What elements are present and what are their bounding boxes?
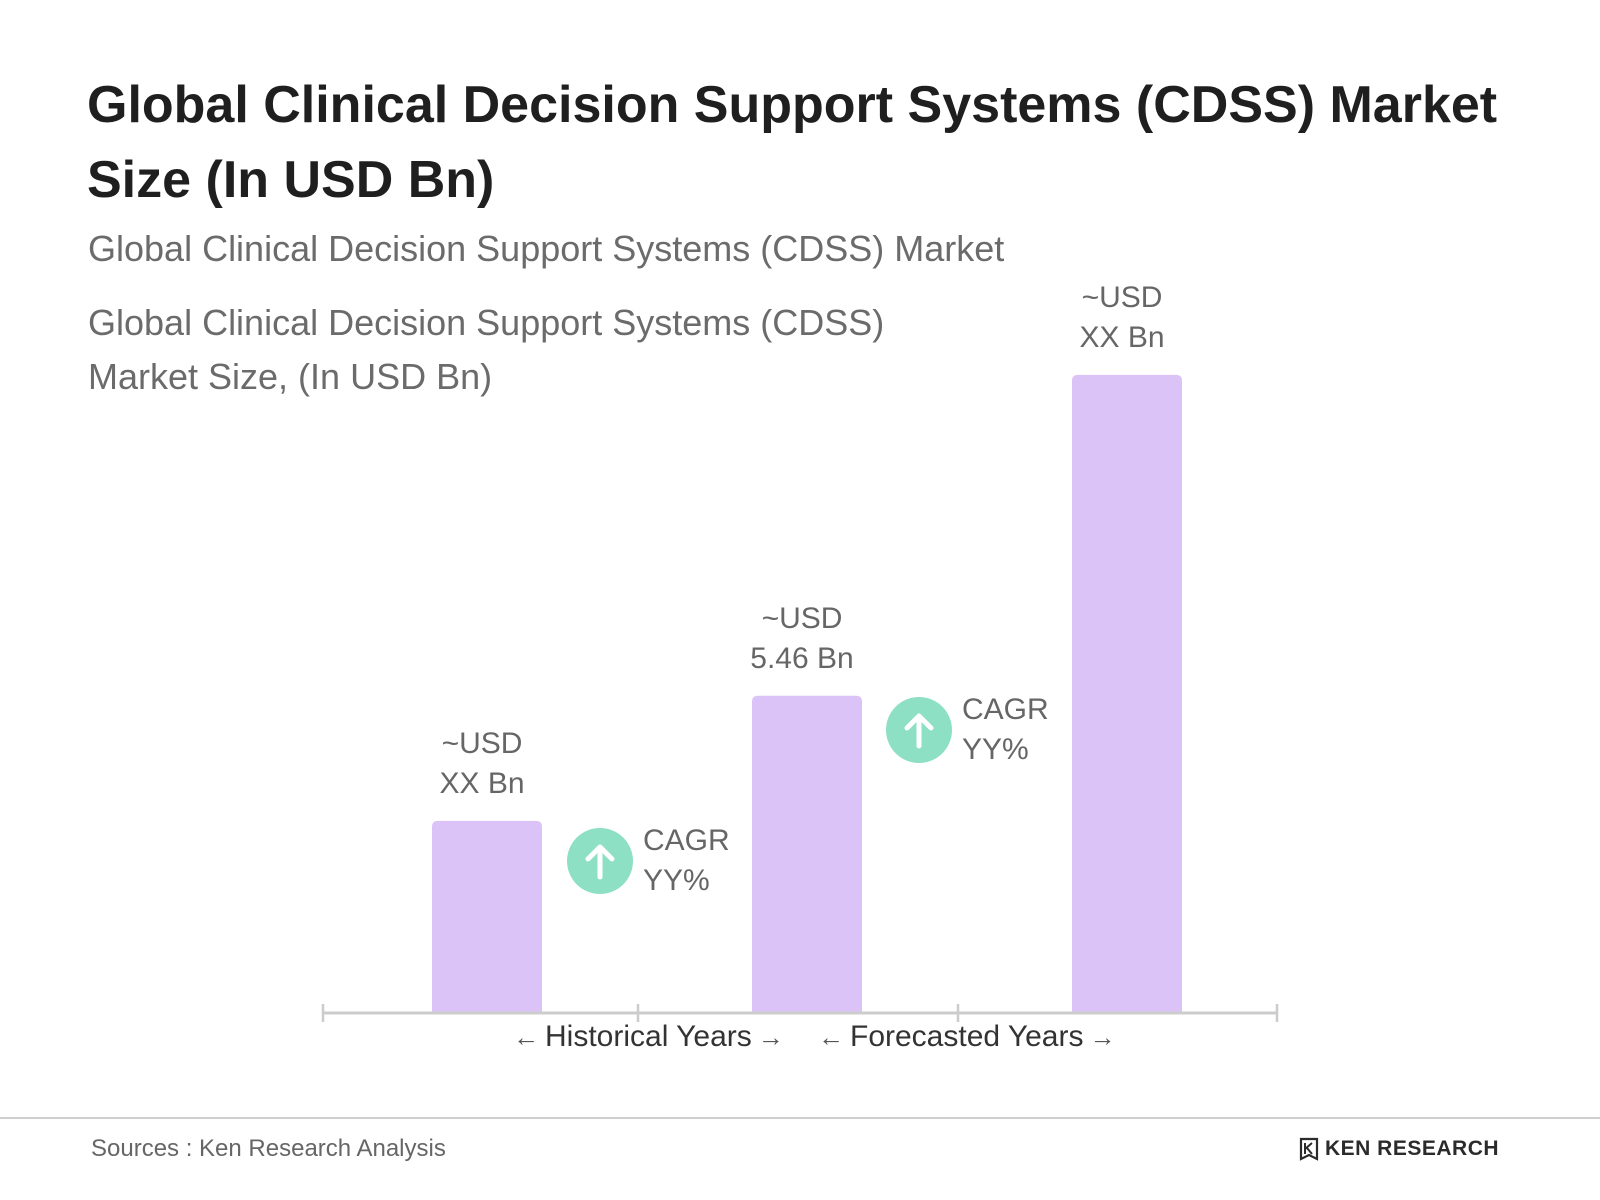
bar-value: 5.46 Bn: [750, 641, 854, 675]
cagr-text: CAGR YY%: [643, 821, 730, 901]
cagr-annotation-1: CAGR YY%: [567, 821, 730, 901]
arrow-left-icon: ←: [513, 1021, 539, 1052]
arrow-left-icon: ←: [818, 1021, 844, 1052]
up-arrow-icon: [886, 697, 952, 763]
bar-value-prefix: ~USD: [1081, 280, 1163, 314]
period-forecasted-label: Forecasted Years: [850, 1020, 1084, 1053]
chart-title: Global Clinical Decision Support Systems…: [87, 76, 1498, 209]
arrow-right-icon: →: [1089, 1021, 1116, 1052]
bar-chart: [321, 374, 1279, 1022]
cagr-annotation-2: CAGR YY%: [886, 690, 1049, 770]
period-historical-label: Historical Years: [545, 1020, 752, 1053]
period-forecasted: ← Forecasted Years →: [812, 1020, 1121, 1054]
footer-divider: [0, 1117, 1600, 1119]
bar-value-prefix: ~USD: [761, 601, 843, 635]
period-historical: ← Historical Years →: [507, 1020, 790, 1054]
bar-value-prefix: ~USD: [441, 726, 523, 760]
arrow-right-icon: →: [757, 1021, 784, 1052]
brand-name: KEN RESEARCH: [1325, 1137, 1500, 1160]
bar-value-label-1: ~USD XX Bn: [372, 724, 592, 804]
bar-value-label-3: ~USD XX Bn: [1012, 278, 1232, 358]
bar-2: [752, 695, 862, 1012]
bar-value: XX Bn: [439, 766, 525, 800]
bar-1: [432, 820, 542, 1012]
brand-logo: KEN RESEARCH: [1299, 1137, 1499, 1161]
bar-3: [1072, 374, 1182, 1013]
source-note: Sources : Ken Research Analysis: [91, 1135, 446, 1162]
cagr-text: CAGR YY%: [962, 690, 1049, 770]
chart-caption: Global Clinical Decision Support Systems…: [88, 302, 885, 397]
cagr-label: CAGR: [643, 824, 730, 857]
bar-value: XX Bn: [1079, 320, 1165, 354]
cagr-value: YY%: [962, 733, 1029, 766]
cagr-value: YY%: [643, 864, 710, 897]
up-arrow-icon: [567, 828, 633, 894]
bar-value-label-2: ~USD 5.46 Bn: [692, 599, 912, 679]
chart-subtitle: Global Clinical Decision Support Systems…: [88, 228, 1005, 269]
cagr-label: CAGR: [962, 693, 1049, 726]
ken-research-logo-icon: [1299, 1137, 1319, 1161]
